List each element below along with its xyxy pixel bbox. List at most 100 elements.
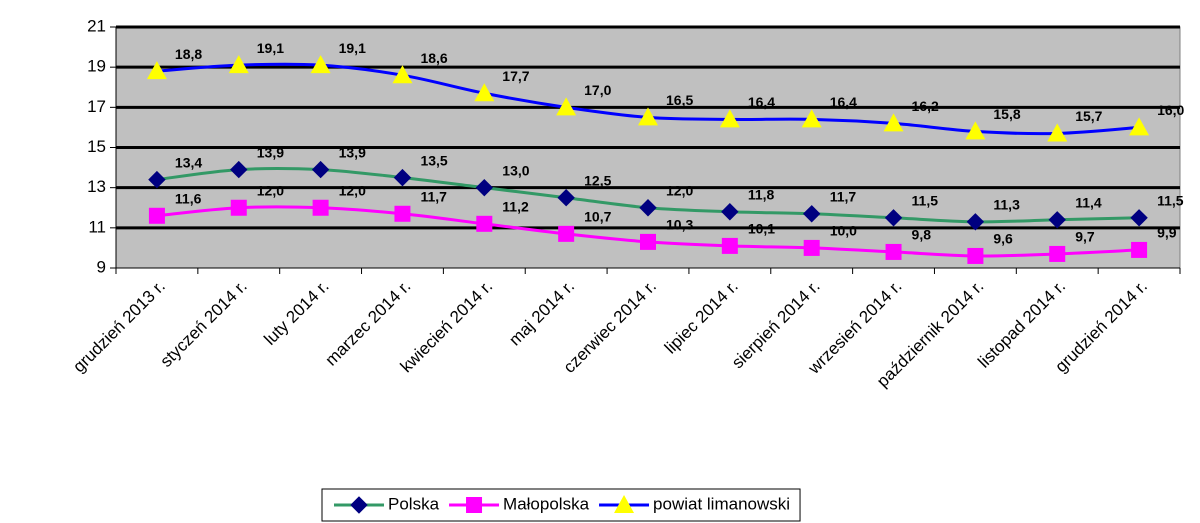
value-label: 16,0	[1157, 102, 1184, 118]
marker	[148, 207, 165, 224]
value-label: 15,7	[1075, 108, 1102, 124]
marker	[1049, 245, 1066, 262]
value-label: 10,1	[748, 221, 775, 237]
marker	[885, 243, 902, 260]
value-label: 13,9	[257, 144, 284, 160]
value-label: 13,4	[175, 154, 202, 170]
y-tick-label: 11	[88, 217, 106, 236]
marker	[638, 107, 658, 126]
marker	[557, 189, 575, 207]
value-label: 18,8	[175, 46, 202, 62]
marker	[1131, 241, 1148, 258]
value-label: 11,8	[748, 186, 775, 202]
marker	[884, 209, 903, 227]
marker	[719, 109, 740, 128]
value-label: 11,4	[1075, 195, 1102, 211]
marker	[614, 495, 635, 513]
marker	[966, 213, 985, 231]
value-label: 9,6	[993, 231, 1013, 247]
marker	[228, 55, 249, 74]
x-tick-label: styczeń 2014 r.	[156, 277, 250, 371]
x-tick-label: maj 2014 r.	[505, 277, 578, 350]
marker	[558, 225, 575, 242]
marker	[1130, 209, 1148, 227]
value-label: 16,4	[830, 94, 857, 110]
y-tick-label: 19	[87, 57, 106, 76]
value-label: 11,5	[912, 192, 939, 208]
marker	[1047, 123, 1068, 142]
value-label: 16,5	[666, 92, 693, 108]
x-tick-label: lipiec 2014 r.	[661, 277, 742, 358]
marker	[475, 178, 494, 197]
value-label: 19,1	[339, 40, 366, 56]
value-label: 18,6	[420, 50, 447, 66]
marker	[556, 97, 577, 116]
value-label: 13,9	[339, 144, 366, 160]
y-tick-label: 21	[87, 16, 106, 35]
x-tick-label: sierpień 2014 r.	[728, 277, 824, 373]
legend-label: Polska	[388, 494, 440, 513]
marker	[230, 199, 247, 216]
value-label: 11,7	[420, 188, 447, 204]
legend-box	[321, 488, 801, 522]
marker	[967, 247, 984, 264]
marker	[311, 160, 330, 179]
y-tick-label: 13	[87, 177, 106, 196]
x-tick-label: grudzień 2013 r.	[69, 277, 169, 377]
value-label: 13,5	[420, 152, 447, 168]
value-label: 12,5	[584, 172, 611, 188]
y-tick-label: 17	[87, 97, 106, 116]
x-tick-label: marzec 2014 r.	[322, 277, 415, 370]
marker	[394, 205, 411, 222]
marker	[393, 168, 412, 187]
marker	[466, 497, 483, 513]
value-label: 10,3	[666, 217, 693, 233]
value-label: 17,0	[584, 82, 611, 98]
value-label: 15,8	[993, 106, 1020, 122]
marker	[476, 215, 493, 232]
value-label: 11,2	[502, 199, 529, 215]
marker	[721, 203, 739, 221]
value-label: 9,8	[912, 227, 932, 243]
value-label: 12,0	[339, 182, 366, 198]
value-label: 19,1	[257, 40, 284, 56]
value-label: 12,0	[257, 182, 284, 198]
marker	[1048, 211, 1066, 229]
marker	[802, 205, 821, 223]
marker	[965, 121, 986, 140]
x-tick-label: listopad 2014 r.	[974, 277, 1069, 372]
marker	[312, 199, 329, 216]
y-tick-label: 15	[87, 137, 106, 156]
marker	[474, 83, 495, 102]
marker	[640, 233, 656, 250]
marker	[230, 160, 248, 179]
value-label: 10,7	[584, 209, 611, 225]
marker	[310, 55, 331, 74]
value-label: 11,7	[830, 188, 857, 204]
value-label: 16,4	[748, 94, 775, 110]
legend: Polska Małopolska powiat limanowski	[321, 488, 801, 522]
value-label: 12,0	[666, 182, 693, 198]
value-label: 13,0	[502, 162, 529, 178]
y-tick-label: 9	[97, 257, 106, 276]
marker	[639, 199, 657, 217]
legend-label: powiat limanowski	[653, 494, 790, 513]
value-label: 9,9	[1157, 225, 1177, 241]
marker	[146, 61, 167, 80]
marker	[148, 170, 166, 189]
value-label: 16,2	[912, 98, 939, 114]
marker	[1129, 117, 1150, 136]
marker	[392, 65, 413, 84]
value-label: 11,5	[1157, 192, 1184, 208]
value-label: 9,7	[1075, 229, 1095, 245]
legend-label: Małopolska	[503, 494, 590, 513]
value-label: 11,3	[993, 197, 1020, 213]
marker	[883, 113, 904, 132]
marker	[803, 239, 820, 256]
x-tick-label: luty 2014 r.	[260, 277, 332, 349]
value-label: 17,7	[502, 68, 529, 84]
value-label: 10,0	[830, 223, 857, 239]
marker	[721, 237, 738, 254]
marker	[350, 496, 368, 514]
